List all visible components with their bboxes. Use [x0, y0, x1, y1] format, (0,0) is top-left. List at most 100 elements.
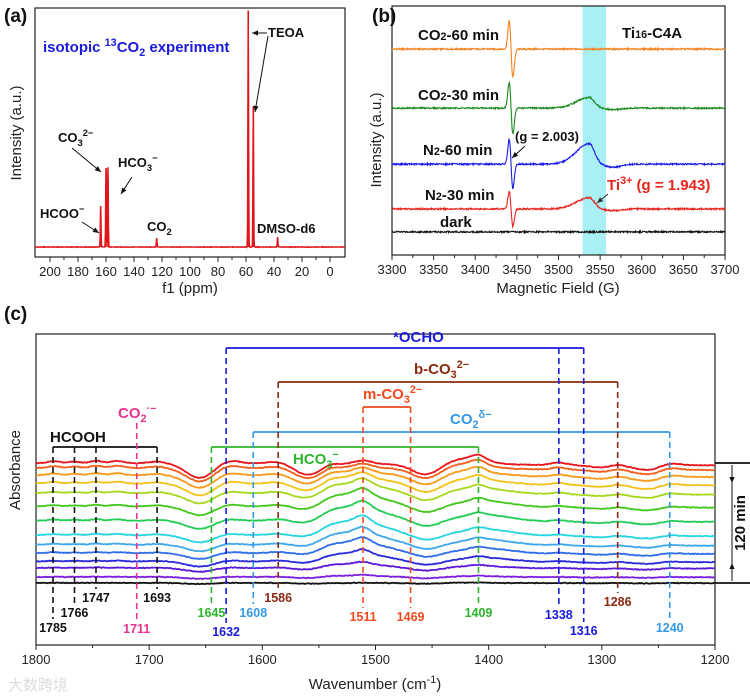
bicarbonate-label: HCO3− [118, 153, 158, 173]
peak-position-label: 1608 [239, 606, 267, 620]
epr-trace-n2-30 [391, 191, 726, 230]
assignment-label-m-co3-part: 2− [410, 384, 422, 396]
x-tick-label: 1800 [22, 652, 51, 667]
nmr-trace [34, 15, 345, 249]
ti3-highlight-band [582, 6, 606, 255]
panel-a-nmr-spectrum: 200 180 160 140 120 100 80 60 40 20 0(a)f1 (ppm)In… [4, 6, 346, 297]
teoa-arrow-head [253, 105, 259, 112]
carbonate-label: CO32− [58, 128, 94, 148]
isotopic-experiment-label-part: experiment [145, 39, 229, 56]
x-axis-label-part: ) [436, 676, 441, 693]
x-tick-label: 3550 [586, 262, 615, 277]
isotopic-experiment-label-part: 2 [139, 47, 145, 59]
dmso-label: DMSO-d6 [257, 221, 316, 236]
assignment-label-hcooh-part: HCOOH [50, 429, 106, 446]
x-tick-label: 3350 [419, 262, 448, 277]
epr-trace-n2-60 [391, 137, 726, 190]
dmso-label-part: DMSO-d6 [257, 221, 316, 236]
series-label-n2-30-part: 2 [436, 191, 442, 203]
assignment-label-co2-delta-part: CO [450, 411, 473, 428]
x-tick-label: 3500 [544, 262, 573, 277]
ir-trace [36, 560, 716, 573]
ir-trace [35, 453, 716, 479]
ir-trace [36, 573, 716, 580]
series-label-co2-60-part: CO [418, 27, 441, 44]
x-tick-label: 60 [239, 264, 253, 279]
series-label-n2-60: N2-60 min [423, 142, 492, 159]
bicarbonate-arrow-head [121, 187, 127, 194]
isotopic-experiment-label-part: 13 [105, 37, 117, 49]
peak-position-label: 1632 [212, 625, 240, 639]
isotopic-experiment-label-part: CO [117, 39, 140, 56]
series-label-co2-30-part: -30 min [447, 87, 500, 104]
series-label-co2-30: CO2-30 min [418, 87, 499, 104]
x-axis-label-part: Wavenumber (cm [309, 676, 427, 693]
radical-arrow-head [512, 152, 519, 158]
peak-position-label: 1338 [545, 608, 573, 622]
time-arrow-up-head [729, 562, 735, 569]
ti3-g-value-label-part: Ti [607, 177, 620, 194]
x-tick-label: 1300 [587, 652, 616, 667]
assignment-label-co2-radical-part: ·− [147, 403, 157, 415]
peak-position-label: 1469 [397, 610, 425, 624]
x-tick-label: 80 [211, 264, 225, 279]
x-tick-label: 3400 [461, 262, 490, 277]
watermark: 大数跨境 [8, 676, 68, 694]
bicarbonate-label-part: 3 [147, 163, 152, 173]
co2-label-part: CO [147, 219, 167, 234]
teoa-label: TEOA [268, 25, 305, 40]
sample-name-label-part: -C4A [647, 25, 682, 42]
peak-position-label: 1693 [143, 591, 171, 605]
series-label-dark: dark [440, 214, 472, 231]
panel-label: (b) [372, 6, 396, 27]
assignment-co2-radical: CO2·− 1711 [118, 403, 156, 636]
formate-label-part: HCOO [40, 206, 79, 221]
peak-position-label: 1240 [656, 621, 684, 635]
assignment-label-b-co3: b-CO32− [414, 359, 469, 381]
assignment-b-co3: b-CO32−1586 1286 [264, 359, 631, 609]
sample-name-label: Ti16-C4A [622, 25, 682, 42]
x-tick-label: 200 [39, 264, 61, 279]
time-label: 120 min [732, 495, 749, 551]
epr-trace-co2-60 [391, 19, 726, 78]
time-arrow-down-head [729, 476, 735, 483]
ir-trace [35, 486, 716, 517]
bicarbonate-label-part: − [152, 153, 158, 163]
x-axis-label: f1 (ppm) [162, 280, 218, 297]
assignment-label-co2-delta: CO2δ− [450, 409, 491, 431]
assignment-co2-delta: CO2δ− 1608 1240 [239, 409, 683, 635]
assignment-hco3: HCO3− 1645 1409 [198, 446, 492, 620]
x-tick-label: 3450 [502, 262, 531, 277]
x-tick-label: 120 [151, 264, 173, 279]
assignment-label-m-co3: m-CO32− [363, 384, 422, 406]
ti3-g-value-label-part: (g = 1.943) [632, 177, 710, 194]
x-tick-label: 180 [67, 264, 89, 279]
radical-g-value-label: (g = 2.003) [515, 129, 579, 144]
series-label-n2-30: N2-30 min [425, 187, 494, 204]
peak-position-label: 1316 [570, 624, 598, 638]
series-label-co2-60: CO2-60 min [418, 27, 499, 44]
sample-name-label-part: 16 [635, 29, 647, 41]
epr-trace-dark [391, 229, 726, 235]
x-tick-label: 3700 [711, 262, 740, 277]
isotopic-experiment-label-part: isotopic [43, 39, 105, 56]
assignment-label-co2-radical-part: 2 [141, 413, 147, 425]
assignment-label-co2-delta-part: 2 [473, 419, 479, 431]
x-tick-label: 0 [326, 264, 333, 279]
ir-trace [35, 525, 716, 553]
ti3-g-value-label-part: 3+ [620, 175, 632, 187]
peak-position-label: 1747 [82, 591, 110, 605]
ir-trace [35, 471, 716, 497]
carbonate-label-part: 2− [83, 128, 94, 138]
assignment-label-m-co3-part: m-CO [363, 386, 404, 403]
assignment-label-hco3-part: − [332, 449, 338, 461]
carbonate-arrow [71, 147, 102, 173]
panel-label: (c) [4, 304, 27, 325]
assignment-label-m-co3-part: 3 [404, 394, 410, 406]
y-axis-label: Intensity (a.u.) [368, 92, 385, 187]
x-tick-label: 140 [123, 264, 145, 279]
bicarbonate-label-part: HCO [118, 155, 147, 170]
ir-trace [35, 499, 716, 530]
peak-position-label: 1711 [123, 622, 150, 636]
